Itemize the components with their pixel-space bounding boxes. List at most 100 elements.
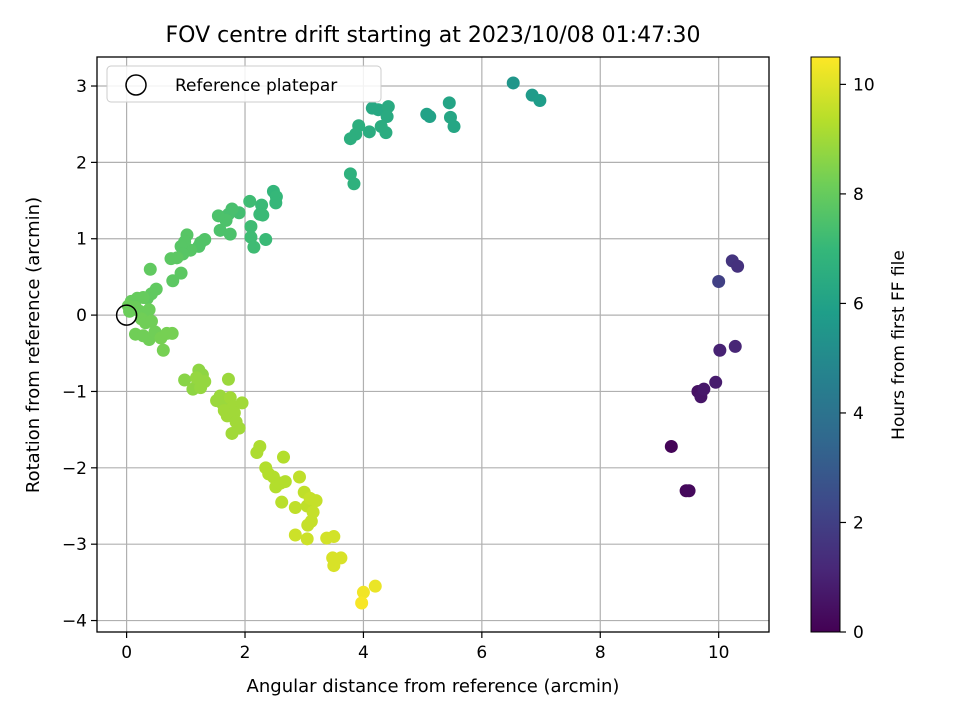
data-point xyxy=(682,484,696,498)
data-point xyxy=(244,220,258,234)
data-point xyxy=(506,76,520,90)
data-point xyxy=(309,494,323,508)
x-axis-label: Angular distance from reference (arcmin) xyxy=(247,676,620,697)
data-point xyxy=(362,125,376,139)
data-point xyxy=(142,303,156,317)
x-axis: 0 2 4 6 8 10 xyxy=(121,632,729,663)
y-tick-label: −4 xyxy=(62,612,87,632)
data-point xyxy=(368,579,382,593)
data-point xyxy=(343,167,357,181)
y-tick-label: −1 xyxy=(62,382,87,402)
y-tick-label: −2 xyxy=(62,459,87,479)
data-point xyxy=(288,501,302,515)
data-point xyxy=(243,194,257,208)
colorbar-label: Hours from first FF file xyxy=(889,250,909,440)
data-point xyxy=(731,259,745,273)
x-tick-label: 6 xyxy=(476,643,487,663)
data-point xyxy=(247,240,261,254)
data-point xyxy=(371,103,385,117)
data-point xyxy=(189,371,203,385)
data-point xyxy=(709,375,723,389)
y-tick-label: −3 xyxy=(62,535,87,555)
x-tick-label: 8 xyxy=(595,643,606,663)
data-point xyxy=(211,209,225,223)
colorbar-tick-label: 4 xyxy=(853,404,864,424)
y-tick-label: 1 xyxy=(76,230,87,250)
data-point xyxy=(300,532,314,546)
plot-frame xyxy=(96,56,770,633)
data-point xyxy=(728,339,742,353)
data-point xyxy=(356,585,370,599)
y-axis-label: Rotation from reference (arcmin) xyxy=(23,197,44,493)
data-point xyxy=(194,381,208,395)
data-point xyxy=(379,126,393,140)
data-point xyxy=(165,326,179,340)
data-point xyxy=(256,208,270,222)
y-axis: −4 −3 −2 −1 0 1 2 3 xyxy=(62,77,97,632)
y-tick-label: 0 xyxy=(76,306,87,326)
data-point xyxy=(327,530,341,544)
x-tick-label: 10 xyxy=(708,643,730,663)
colorbar-tick-label: 6 xyxy=(853,294,864,314)
data-point xyxy=(447,119,461,133)
data-point xyxy=(697,382,711,396)
colorbar-tick-label: 10 xyxy=(853,75,875,95)
data-point xyxy=(259,233,273,247)
data-point xyxy=(223,227,237,241)
data-point xyxy=(381,100,395,114)
x-tick-label: 0 xyxy=(121,643,132,663)
data-point xyxy=(178,373,192,387)
y-tick-label: 3 xyxy=(76,77,87,97)
legend-box xyxy=(106,65,382,103)
chart-title: FOV centre drift starting at 2023/10/08 … xyxy=(166,23,701,48)
data-point xyxy=(347,177,361,191)
data-point xyxy=(244,230,258,244)
grid xyxy=(97,57,769,632)
data-point xyxy=(156,343,170,357)
data-point xyxy=(712,275,726,289)
legend-reference-marker xyxy=(125,74,147,96)
data-point xyxy=(423,110,437,124)
legend-entry-reference: Reference platepar xyxy=(175,76,337,96)
data-point xyxy=(143,262,157,276)
data-point xyxy=(533,94,547,108)
colorbar: 0 2 4 6 8 10 Hours from first FF file xyxy=(810,56,909,643)
data-point xyxy=(275,495,289,509)
colorbar-ticks: 0 2 4 6 8 10 xyxy=(840,75,875,643)
data-point xyxy=(277,450,291,464)
data-point xyxy=(292,470,306,484)
colorbar-tick-label: 0 xyxy=(853,623,864,643)
data-point xyxy=(355,596,369,610)
data-point xyxy=(301,518,315,532)
data-point xyxy=(288,528,302,542)
data-point xyxy=(221,372,235,386)
data-point xyxy=(664,439,678,453)
x-tick-label: 4 xyxy=(358,643,369,663)
colorbar-gradient xyxy=(810,56,841,633)
data-point xyxy=(380,110,394,124)
data-point xyxy=(166,274,180,288)
data-point xyxy=(235,396,249,410)
data-point xyxy=(269,196,283,210)
reference-marker xyxy=(115,304,138,326)
colorbar-tick-label: 2 xyxy=(853,513,864,533)
legend: Reference platepar xyxy=(106,65,382,103)
data-point xyxy=(253,439,267,453)
data-point xyxy=(144,314,158,328)
data-point xyxy=(343,132,357,146)
data-point xyxy=(225,426,239,440)
data-point xyxy=(713,343,727,357)
data-point xyxy=(442,96,456,110)
data-point xyxy=(334,551,348,565)
data-point xyxy=(164,252,178,266)
y-tick-label: 2 xyxy=(76,153,87,173)
x-tick-label: 2 xyxy=(240,643,251,663)
data-points xyxy=(115,76,745,610)
data-point xyxy=(278,475,292,489)
data-point xyxy=(174,266,188,280)
colorbar-tick-label: 8 xyxy=(853,185,864,205)
data-point xyxy=(213,223,227,237)
